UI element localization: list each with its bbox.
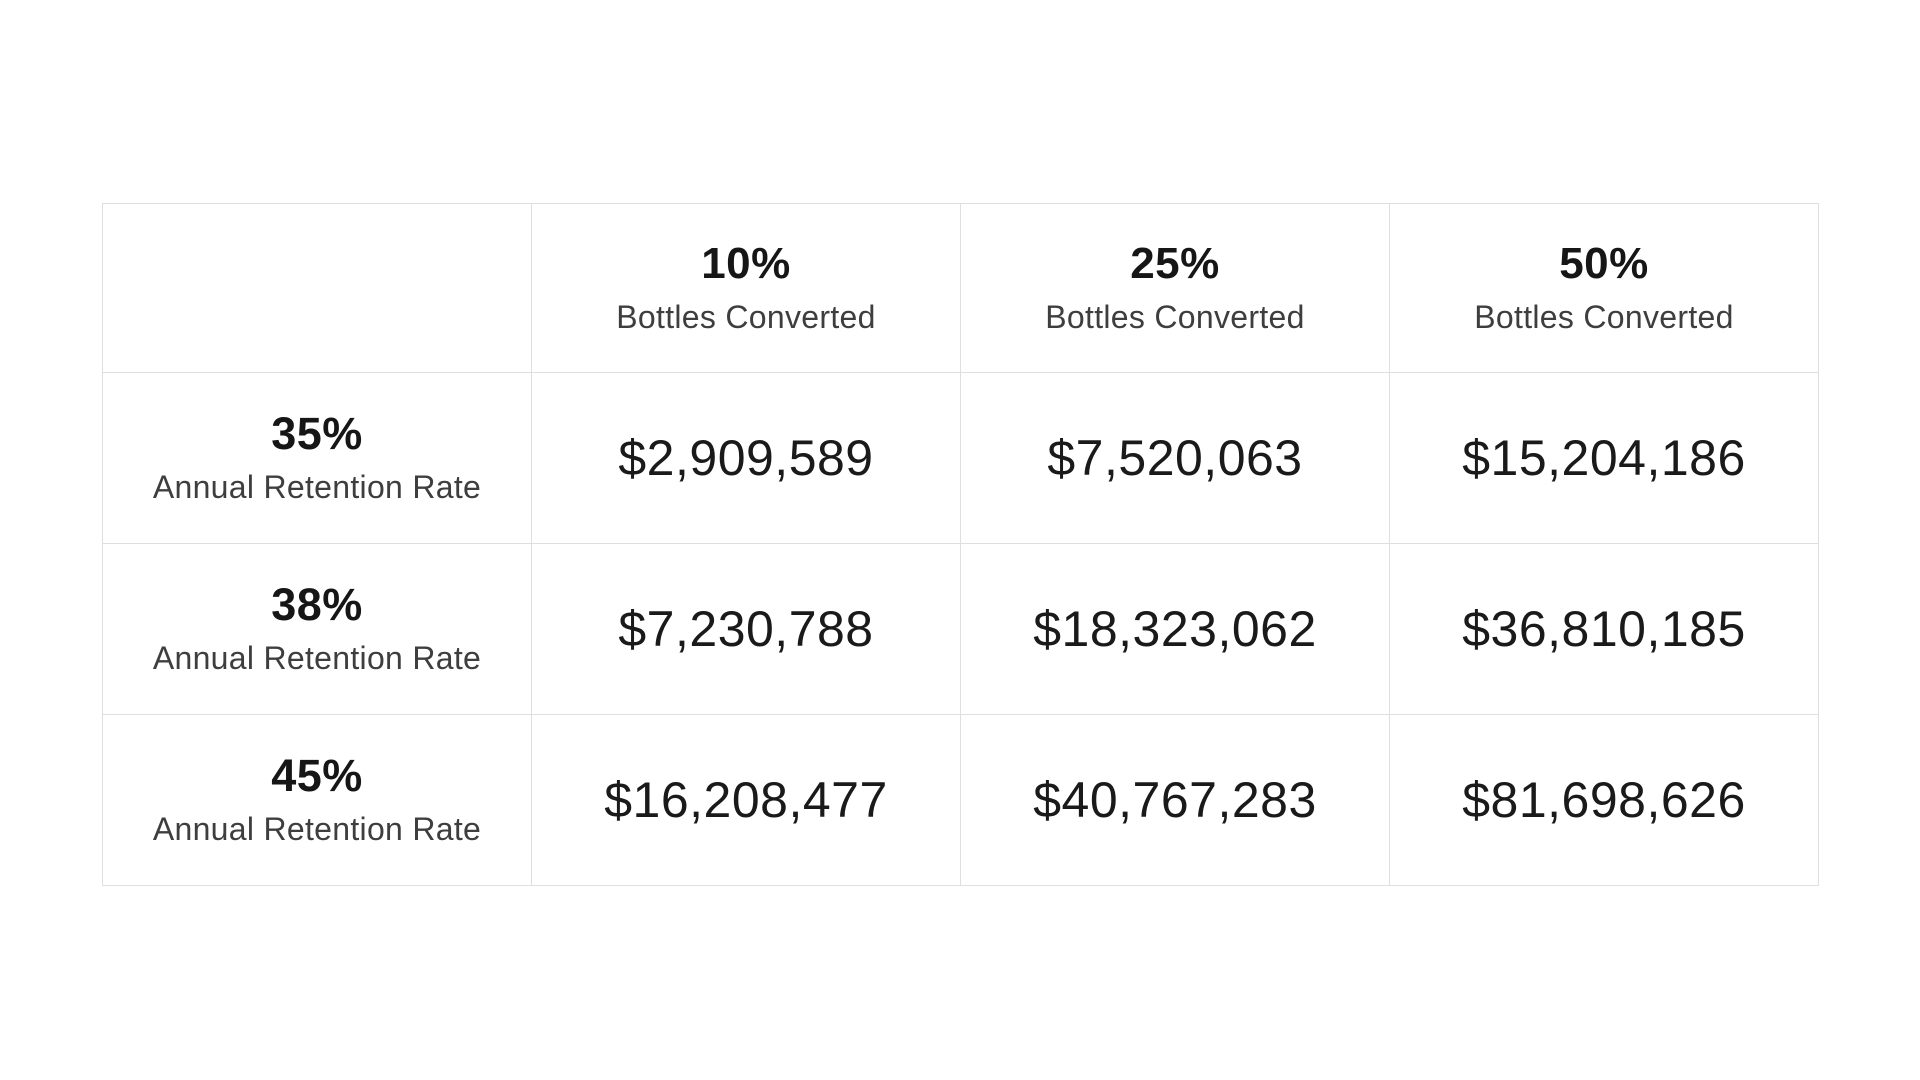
- value-text: $2,909,589: [618, 430, 874, 486]
- retention-conversion-table-wrap: 10% Bottles Converted 25% Bottles Conver…: [102, 203, 1819, 886]
- row-header-label: Annual Retention Rate: [152, 469, 482, 506]
- table-row-38pct: 38% Annual Retention Rate $7,230,788 $18…: [102, 543, 1819, 715]
- row-header-45pct: 45% Annual Retention Rate: [102, 714, 532, 886]
- row-header-percent: 38%: [271, 579, 363, 631]
- col-header-label: Bottles Converted: [1474, 298, 1734, 335]
- row-header-label: Annual Retention Rate: [152, 640, 482, 677]
- corner-cell: [102, 203, 532, 373]
- col-header-10pct: 10% Bottles Converted: [531, 203, 961, 373]
- value-text: $16,208,477: [604, 772, 888, 828]
- value-text: $15,204,186: [1462, 430, 1746, 486]
- col-header-label: Bottles Converted: [1045, 298, 1305, 335]
- table-row-35pct: 35% Annual Retention Rate $2,909,589 $7,…: [102, 372, 1819, 544]
- value-text: $18,323,062: [1033, 601, 1317, 657]
- col-header-label: Bottles Converted: [616, 298, 876, 335]
- row-header-35pct: 35% Annual Retention Rate: [102, 372, 532, 544]
- value-cell-38-25: $18,323,062: [960, 543, 1390, 715]
- value-cell-38-50: $36,810,185: [1389, 543, 1819, 715]
- value-cell-35-50: $15,204,186: [1389, 372, 1819, 544]
- table-row-45pct: 45% Annual Retention Rate $16,208,477 $4…: [102, 714, 1819, 886]
- value-cell-38-10: $7,230,788: [531, 543, 961, 715]
- value-cell-45-25: $40,767,283: [960, 714, 1390, 886]
- row-header-percent: 35%: [271, 408, 363, 460]
- value-text: $36,810,185: [1462, 601, 1746, 657]
- row-header-label: Annual Retention Rate: [152, 811, 482, 848]
- value-text: $7,520,063: [1047, 430, 1303, 486]
- col-header-percent: 50%: [1559, 238, 1649, 288]
- value-cell-35-25: $7,520,063: [960, 372, 1390, 544]
- value-cell-35-10: $2,909,589: [531, 372, 961, 544]
- value-text: $81,698,626: [1462, 772, 1746, 828]
- value-cell-45-50: $81,698,626: [1389, 714, 1819, 886]
- retention-conversion-table: 10% Bottles Converted 25% Bottles Conver…: [102, 203, 1819, 886]
- value-text: $7,230,788: [618, 601, 874, 657]
- value-cell-45-10: $16,208,477: [531, 714, 961, 886]
- row-header-38pct: 38% Annual Retention Rate: [102, 543, 532, 715]
- row-header-percent: 45%: [271, 750, 363, 802]
- col-header-25pct: 25% Bottles Converted: [960, 203, 1390, 373]
- col-header-percent: 25%: [1130, 238, 1220, 288]
- value-text: $40,767,283: [1033, 772, 1317, 828]
- header-row: 10% Bottles Converted 25% Bottles Conver…: [102, 203, 1819, 373]
- col-header-50pct: 50% Bottles Converted: [1389, 203, 1819, 373]
- col-header-percent: 10%: [701, 238, 791, 288]
